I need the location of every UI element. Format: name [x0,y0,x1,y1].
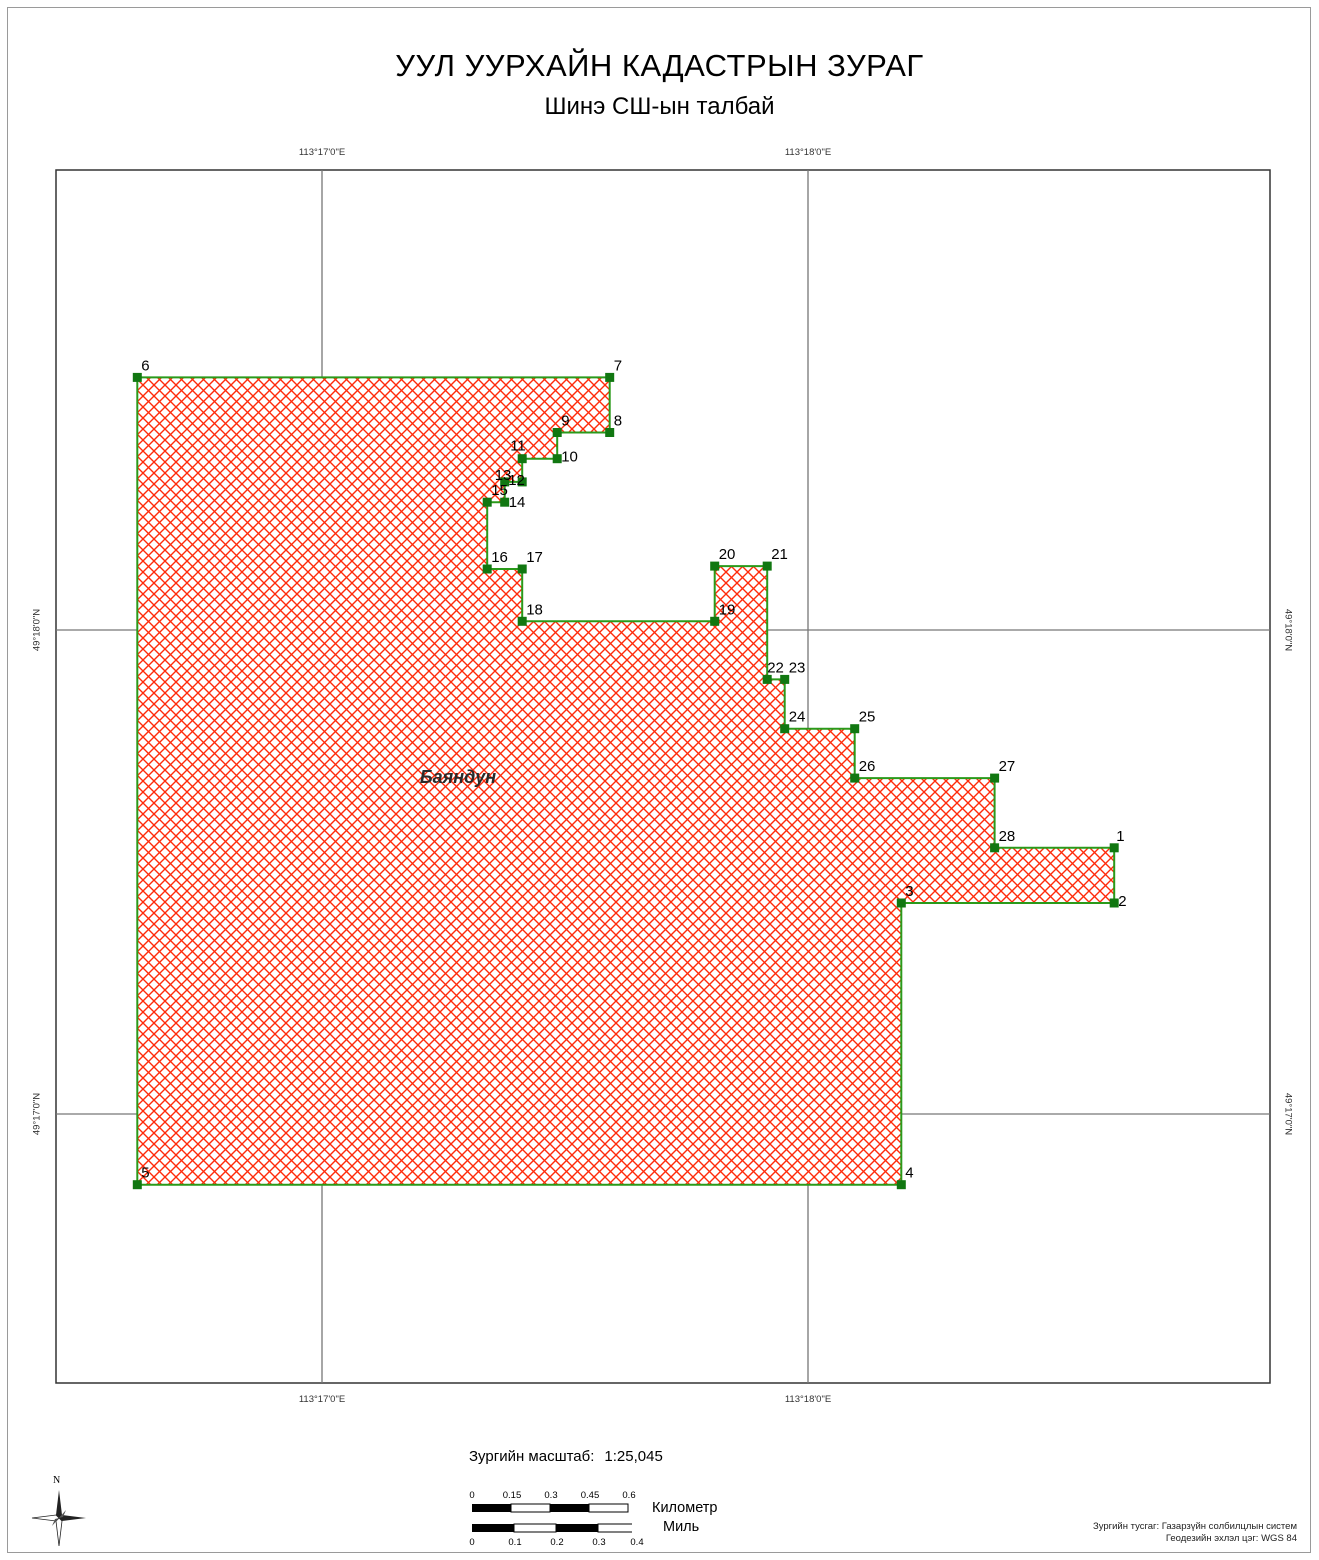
vertex-label: 6 [141,357,149,374]
vertex-label: 12 [508,472,525,489]
km-tick: 0.6 [622,1490,636,1501]
vertex-marker[interactable] [850,773,860,783]
mile-tick: 0 [469,1537,475,1548]
vertex-marker[interactable] [762,561,772,571]
vertex-marker[interactable] [517,477,527,487]
vertex-label: 7 [614,357,622,374]
vertex-label: 9 [561,413,569,430]
map-subtitle: Шинэ СШ-ын талбай [544,93,775,120]
vertex-label: 5 [141,1165,149,1182]
projection-credit: Зургийн тусгаг: Газарзүйн солбилцлын сис… [1093,1521,1297,1532]
vertex-marker[interactable] [132,1180,142,1190]
vertex-marker[interactable] [896,898,906,908]
vertex-label: 17 [526,549,543,566]
vertex-marker[interactable] [517,454,527,464]
vertex-label: 26 [859,758,876,775]
vertex-marker[interactable] [762,674,772,684]
area-name-label: Баяндун [420,767,496,787]
vertex-label: 16 [491,549,508,566]
vertex-label: 11 [510,438,526,455]
vertex-marker[interactable] [710,616,720,626]
vertex-label: 14 [509,494,526,511]
vertex-marker[interactable] [605,428,615,437]
vertex-marker[interactable] [990,843,1000,853]
vertex-label: 1 [1116,828,1124,845]
mile-tick: 0.4 [630,1537,644,1548]
lon-label-top-1: 113°17'0"E [298,147,346,158]
license-area-polygon[interactable] [136,376,1116,1186]
lon-label-bottom-1: 113°17'0"E [298,1394,346,1405]
vertex-marker[interactable] [552,454,562,464]
vertex-label: 8 [614,413,622,430]
map-credits: Зургийн тусгаг: Газарзүйн солбилцлын сис… [1093,1521,1297,1545]
vertex-label: 15 [491,482,508,499]
vertex-label: 19 [719,601,736,618]
km-unit-label: Километр [652,1500,718,1516]
scale-text: Зургийн масштаб: 1:25,045 [469,1448,663,1465]
vertex-label: 10 [561,449,578,466]
map-sheet-border [7,7,1311,1553]
vertex-marker[interactable] [780,674,790,684]
vertex-marker[interactable] [500,477,510,487]
north-arrow-icon [31,1490,86,1547]
datum-credit: Геодезийн эхлэл цэг: WGS 84 [1165,1533,1297,1544]
vertex-marker[interactable] [517,616,527,626]
vertex-marker[interactable] [482,497,492,507]
vertex-label: 2 [1118,893,1126,910]
vertex-label: 22 [767,659,784,676]
vertex-label: 3 [905,883,913,900]
map-title: УУЛ УУРХАЙН КАДАСТРЫН ЗУРАГ [395,48,924,83]
vertex-marker[interactable] [1109,898,1119,908]
vertex-marker[interactable] [990,773,1000,783]
scale-label: Зургийн масштаб: [469,1448,595,1465]
vertex-label: 18 [526,601,543,618]
km-tick: 0.3 [544,1490,558,1501]
lon-label-top-2: 113°18'0"E [784,147,832,158]
scale-value: 1:25,045 [604,1448,663,1465]
mile-tick: 0.1 [508,1537,522,1548]
vertex-marker[interactable] [517,564,527,574]
vertex-label: 24 [789,709,806,726]
km-tick: 0.45 [580,1490,600,1501]
vertex-label: 13 [495,467,512,484]
map-frame [55,169,1271,1384]
vertex-label: 28 [999,828,1016,845]
north-letter: N [53,1475,61,1486]
mile-scale-bar [472,1523,632,1533]
mile-unit-label: Миль [663,1519,700,1535]
vertex-label: 20 [719,546,736,563]
mile-tick: 0.2 [550,1537,564,1548]
vertex-label: 27 [999,758,1016,775]
vertex-marker[interactable] [552,428,562,437]
km-tick: 0.15 [502,1490,522,1501]
vertex-label: 25 [859,709,876,726]
vertex-label: 23 [789,659,806,676]
vertex-label: 21 [771,546,788,563]
vertex-marker[interactable] [1109,843,1119,853]
vertex-label: 4 [905,1165,913,1182]
lon-label-bottom-2: 113°18'0"E [784,1394,832,1405]
scale-bars [472,1503,632,1533]
vertex-marker[interactable] [132,372,142,382]
vertex-marker[interactable] [850,724,860,734]
vertex-marker[interactable] [780,724,790,734]
vertex-marker[interactable] [500,497,510,507]
km-tick: 0 [469,1490,475,1501]
mile-tick: 0.3 [592,1537,606,1548]
vertex-marker[interactable] [896,1180,906,1190]
km-scale-bar [472,1503,629,1513]
vertex-marker[interactable] [710,561,720,571]
vertex-marker[interactable] [482,564,492,574]
vertex-marker[interactable] [605,372,615,382]
